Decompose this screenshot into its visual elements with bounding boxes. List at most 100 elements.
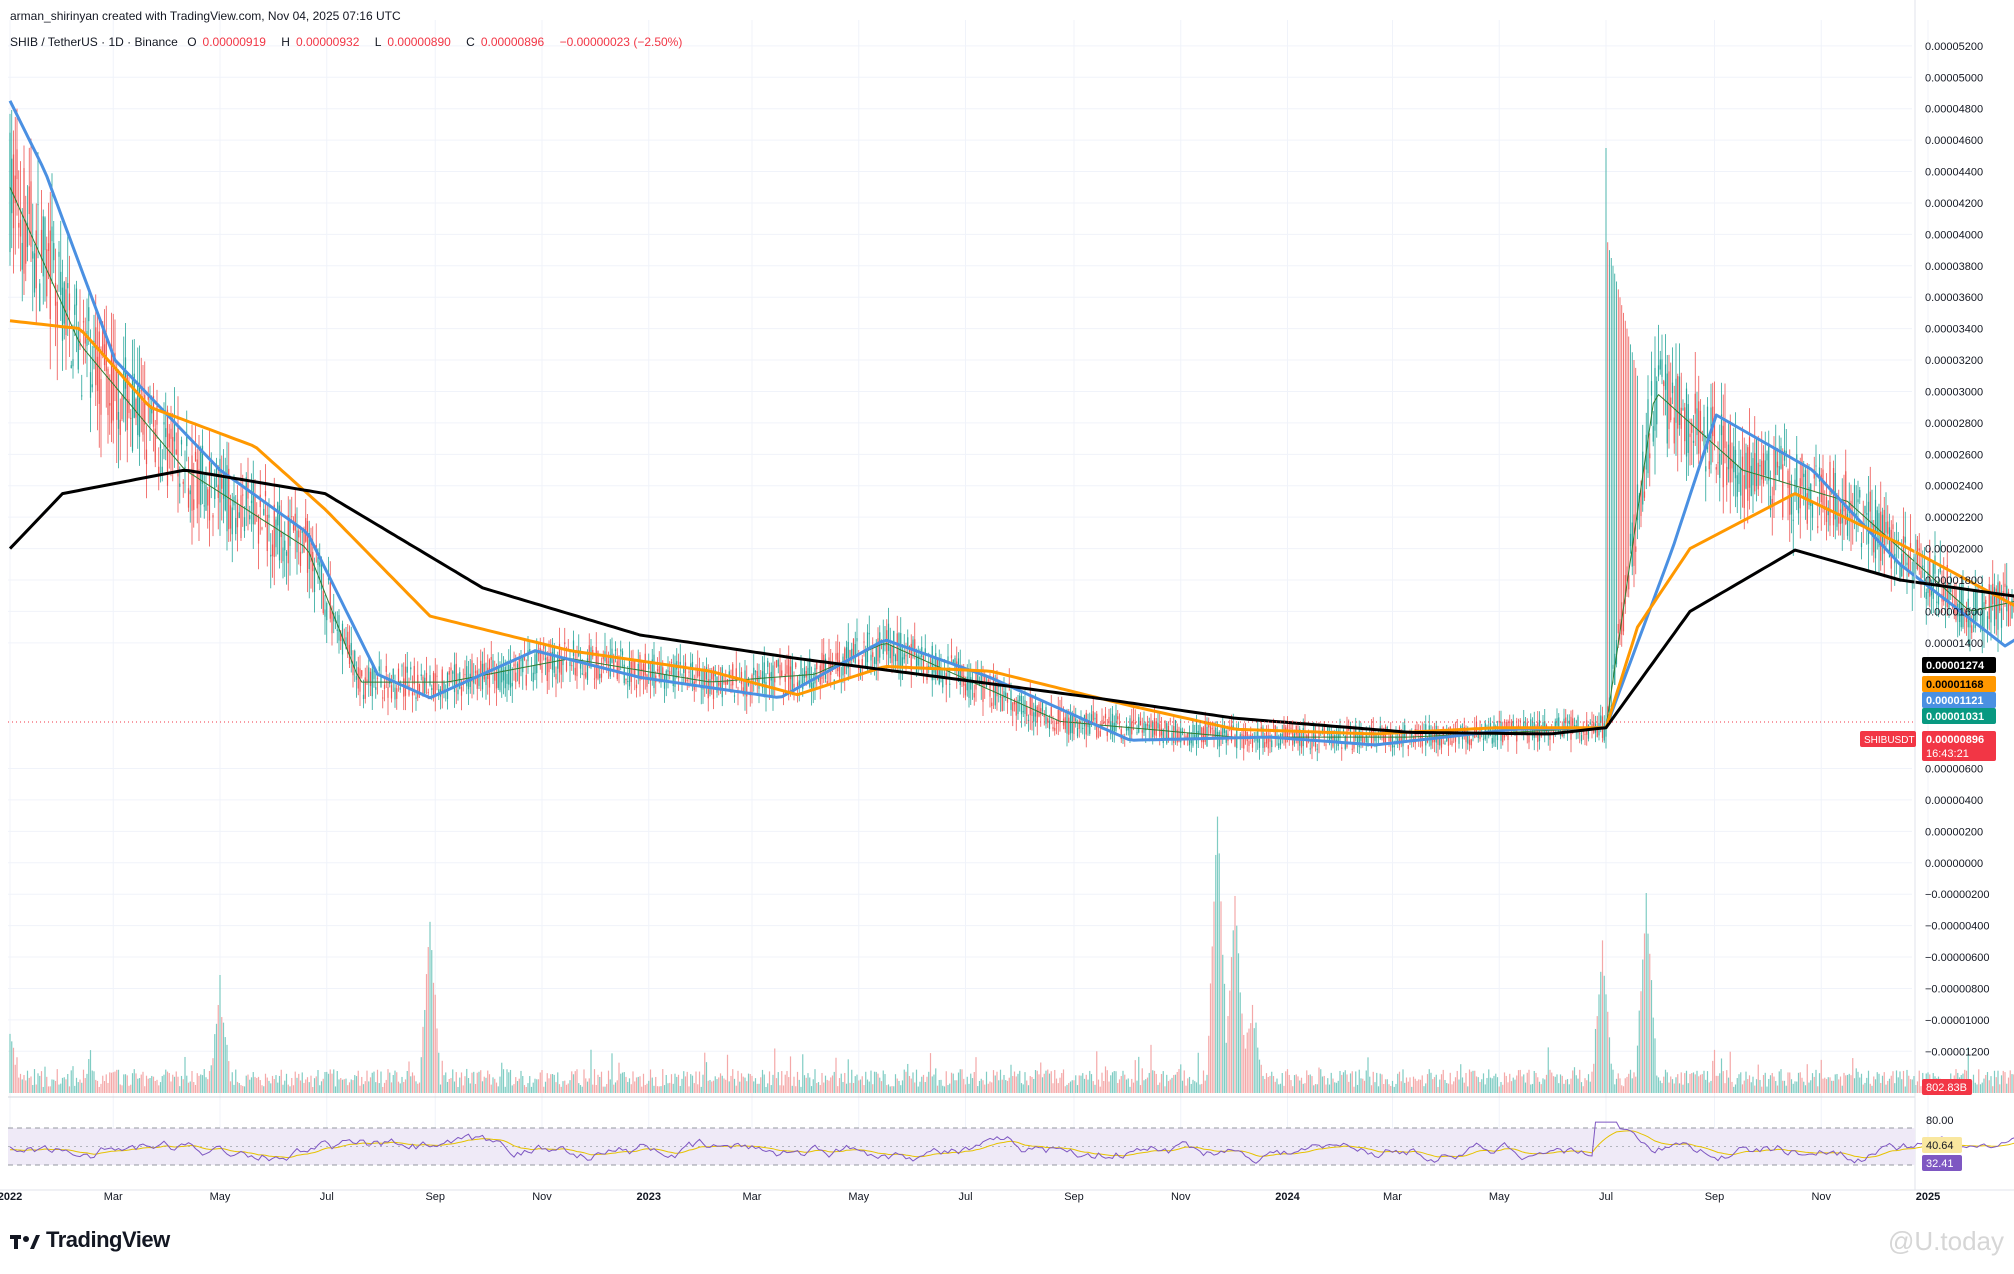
candle-body [842, 656, 844, 676]
candle-body [483, 663, 485, 680]
volume-bar [607, 1070, 610, 1093]
volume-bar [1402, 1069, 1404, 1093]
volume-bar [303, 1082, 305, 1093]
candle-body [1043, 713, 1045, 718]
volume-bar [663, 1085, 666, 1093]
volume-bar [714, 1076, 716, 1093]
volume-bar [1873, 1076, 1875, 1093]
candle-body [1407, 745, 1409, 749]
volume-bar [1796, 1081, 1798, 1093]
volume-bar [1633, 1072, 1635, 1093]
volume-bar [1330, 1072, 1332, 1093]
candle-body [130, 417, 132, 419]
volume-bar [919, 1081, 921, 1093]
candle-body [478, 674, 480, 686]
candle-body [1649, 453, 1651, 459]
volume-bar [987, 1083, 989, 1093]
volume-bar [110, 1072, 113, 1093]
volume-bar [1062, 1069, 1065, 1093]
candle-body [1782, 464, 1784, 518]
candle-body [89, 372, 92, 398]
volume-bar [844, 1072, 846, 1093]
volume-bar [348, 1082, 351, 1093]
volume-bar [1425, 1083, 1427, 1093]
candle-body [362, 694, 365, 700]
volume-bar [473, 1071, 475, 1093]
volume-bar [429, 921, 431, 1093]
volume-bar [138, 1078, 141, 1093]
volume-bar [1682, 1084, 1684, 1093]
candle-body [1020, 695, 1023, 715]
time-axis-label: 2025 [1916, 1191, 1940, 1203]
candle-body [53, 243, 55, 261]
candle-body [1983, 602, 1985, 630]
candle-body [942, 677, 944, 688]
volume-bar [1845, 1075, 1847, 1093]
ma-value-badge-bg [1922, 657, 1996, 673]
candle-body [1801, 454, 1803, 486]
volume-bar [1780, 1069, 1782, 1093]
volume-bar [1433, 1077, 1436, 1093]
candle-body [135, 398, 137, 418]
volume-bar [396, 1072, 398, 1093]
candle-body [1153, 718, 1156, 735]
candle-body [1768, 443, 1770, 481]
volume-bar [140, 1074, 142, 1093]
volume-bar [338, 1079, 340, 1093]
candle-body [56, 301, 58, 327]
volume-bar [964, 1084, 967, 1093]
volume-bar [819, 1085, 821, 1093]
volume-bar [670, 1074, 673, 1093]
volume-bar [105, 1074, 107, 1093]
volume-bar [378, 1083, 380, 1093]
volume-bar [1390, 1085, 1392, 1093]
volume-bar [93, 1071, 95, 1093]
volume-bar [359, 1085, 361, 1093]
candle-body [411, 692, 414, 696]
candle-body [1668, 371, 1670, 429]
candle-body [1703, 416, 1705, 446]
time-axis-label: Mar [743, 1191, 762, 1203]
volume-bar [1859, 1077, 1861, 1093]
candle-body [613, 659, 615, 670]
symbol-line[interactable]: SHIB / TetherUS · 1D · Binance [10, 35, 178, 49]
volume-bar [19, 1073, 22, 1093]
volume-bar [1043, 1073, 1045, 1093]
volume-bar [417, 1083, 419, 1093]
volume-bar [441, 1060, 443, 1093]
candle-body [212, 515, 214, 518]
candle-body [509, 659, 512, 688]
volume-bar [879, 1077, 881, 1093]
time-axis-label: Jul [320, 1191, 334, 1203]
candle-body [1773, 446, 1775, 496]
candle-body [1797, 493, 1800, 514]
candle-body [887, 623, 890, 651]
volume-bar [1318, 1067, 1320, 1093]
candle-body [1766, 453, 1768, 461]
volume-bar [1069, 1081, 1072, 1093]
volume-bar [334, 1086, 337, 1093]
candle-body [679, 661, 681, 665]
candle-body [1132, 719, 1135, 721]
volume-bar [1701, 1074, 1703, 1093]
volume-bar [1659, 1080, 1661, 1093]
volume-bar [270, 1083, 272, 1093]
volume-bar [1041, 1077, 1044, 1093]
volume-bar [856, 1074, 858, 1093]
candle-body [858, 659, 860, 670]
volume-bar [427, 947, 429, 1093]
high-value: H 0.00000932 [281, 35, 360, 49]
candle-body [849, 650, 851, 663]
candle-body [1439, 735, 1441, 746]
tradingview-logo[interactable]: TradingView [10, 1227, 170, 1253]
candle-body [1251, 738, 1254, 748]
candle-body [803, 667, 806, 678]
volume-bar [58, 1084, 60, 1093]
volume-bar [1715, 1075, 1717, 1093]
candle-body [572, 640, 575, 657]
volume-bar [740, 1073, 743, 1093]
volume-bar [403, 1082, 405, 1093]
volume-bar [1061, 1073, 1063, 1093]
